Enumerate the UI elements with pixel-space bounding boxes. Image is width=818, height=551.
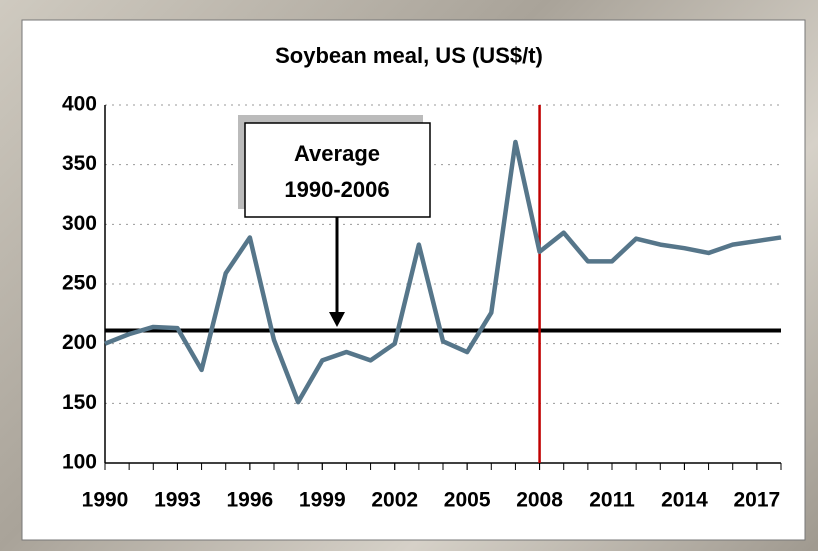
x-tick-label: 1999: [299, 489, 346, 512]
x-tick-label: 2008: [516, 489, 563, 512]
y-tick-label: 300: [62, 212, 97, 235]
x-tick-label: 1993: [154, 489, 201, 512]
y-tick-label: 400: [62, 93, 97, 116]
x-tick-label: 2002: [371, 489, 418, 512]
x-tick-label: 2005: [444, 489, 491, 512]
annotation-arrowhead: [329, 312, 345, 327]
y-tick-label: 100: [62, 451, 97, 474]
chart-title: Soybean meal, US (US$/t): [275, 43, 543, 68]
x-tick-label: 1996: [226, 489, 273, 512]
annotation-text: Average: [294, 141, 380, 166]
x-tick-label: 2011: [589, 489, 635, 512]
y-tick-label: 150: [62, 391, 97, 414]
y-tick-label: 350: [62, 152, 97, 175]
x-tick-label: 1990: [82, 489, 129, 512]
data-line: [104, 139, 782, 405]
y-tick-label: 250: [62, 272, 97, 295]
x-tick-label: 2017: [733, 489, 780, 512]
x-tick-label: 2014: [661, 489, 708, 512]
annotation-text: 1990-2006: [284, 177, 389, 202]
annotation-box: [244, 122, 431, 218]
panel: [21, 19, 806, 541]
y-tick-label: 200: [62, 331, 97, 354]
